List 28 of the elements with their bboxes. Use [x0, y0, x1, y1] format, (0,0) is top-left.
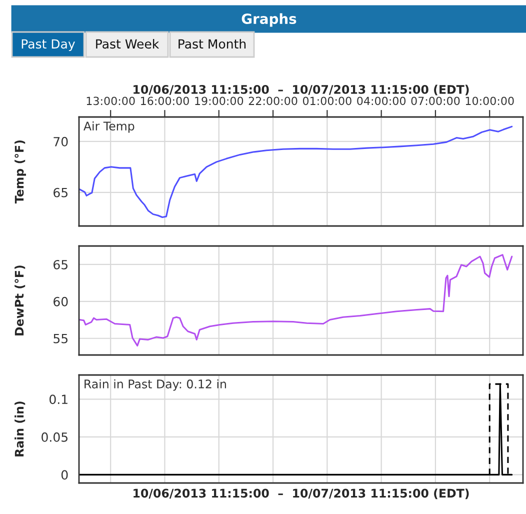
y-tick-label: 65	[54, 188, 68, 198]
x-tick-label: 16:00:00	[141, 96, 189, 106]
text: Past Week	[96, 38, 160, 49]
annotation: Air Temp	[84, 121, 134, 133]
y-axis-title: Temp (°F)	[14, 140, 26, 204]
y-tick-label: 0.1	[50, 394, 68, 404]
x-tick-label: 19:00:00	[195, 96, 244, 106]
y-axis-title: Rain (in)	[14, 402, 26, 456]
x-axis-title: 10/06/2013 11:15:00 – 10/07/2013 11:15:00 (EDT)	[134, 488, 469, 500]
text: Past Month	[178, 38, 246, 49]
x-axis-title: 10/06/2013 11:15:00 – 10/07/2013 11:15:00 (EDT)	[134, 84, 469, 96]
x-tick-label: 13:00:00	[86, 96, 135, 106]
text: Past Day	[22, 39, 75, 52]
chart-title: Graphs	[242, 13, 296, 27]
y-tick-label: 60	[54, 296, 68, 306]
y-tick-label: 70	[54, 136, 68, 146]
x-tick-label: 07:00:00	[411, 96, 460, 106]
y-axis-title: DewPt (°F)	[14, 266, 26, 336]
x-tick-label: 10:00:00	[466, 96, 514, 106]
annotation: Rain in Past Day: 0.12 in	[84, 379, 226, 391]
y-tick-label: 0	[61, 470, 68, 480]
x-tick-label: 01:00:00	[302, 96, 352, 106]
y-tick-label: 65	[54, 260, 68, 270]
x-tick-label: 22:00:00	[248, 96, 298, 106]
line-series	[79, 254, 513, 346]
y-tick-label: 0.05	[42, 432, 68, 442]
x-tick-label: 04:00:00	[357, 96, 406, 106]
y-tick-label: 55	[54, 334, 68, 344]
